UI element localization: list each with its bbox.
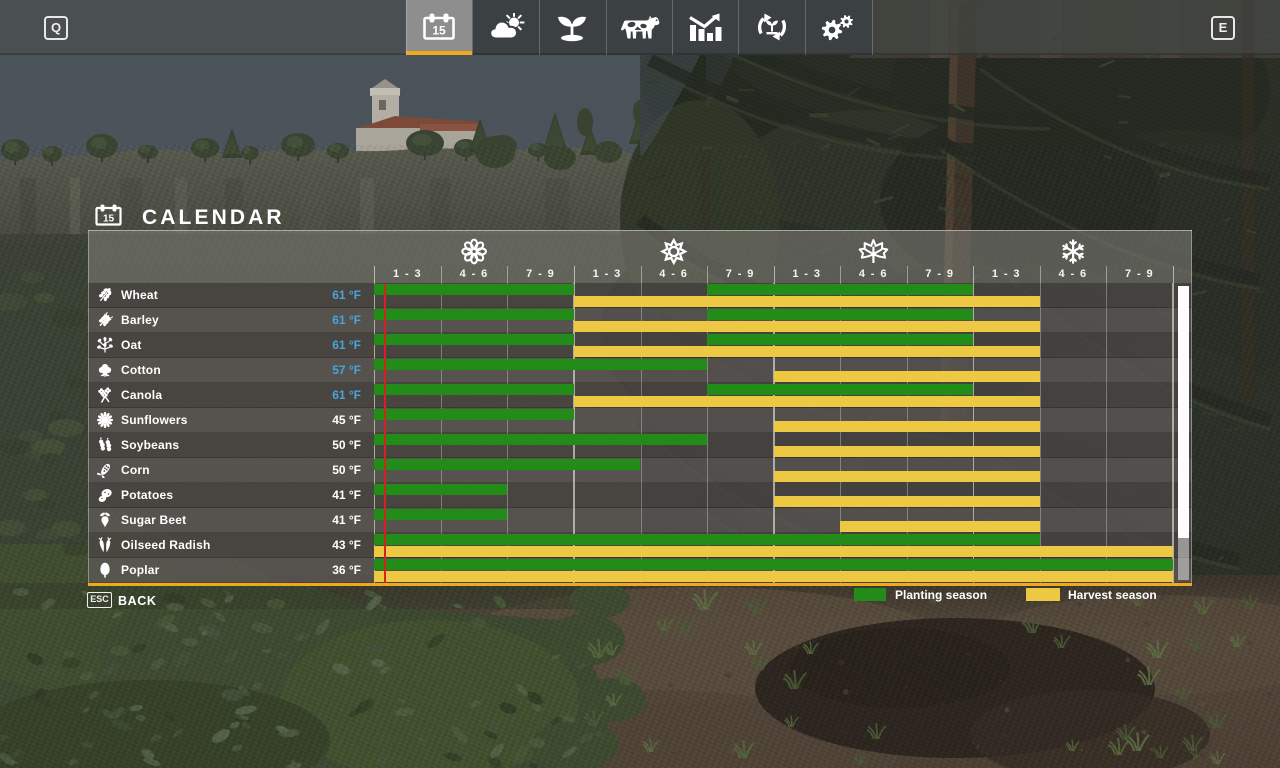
svg-text:15: 15 [103,214,115,225]
svg-text:15: 15 [432,24,446,38]
